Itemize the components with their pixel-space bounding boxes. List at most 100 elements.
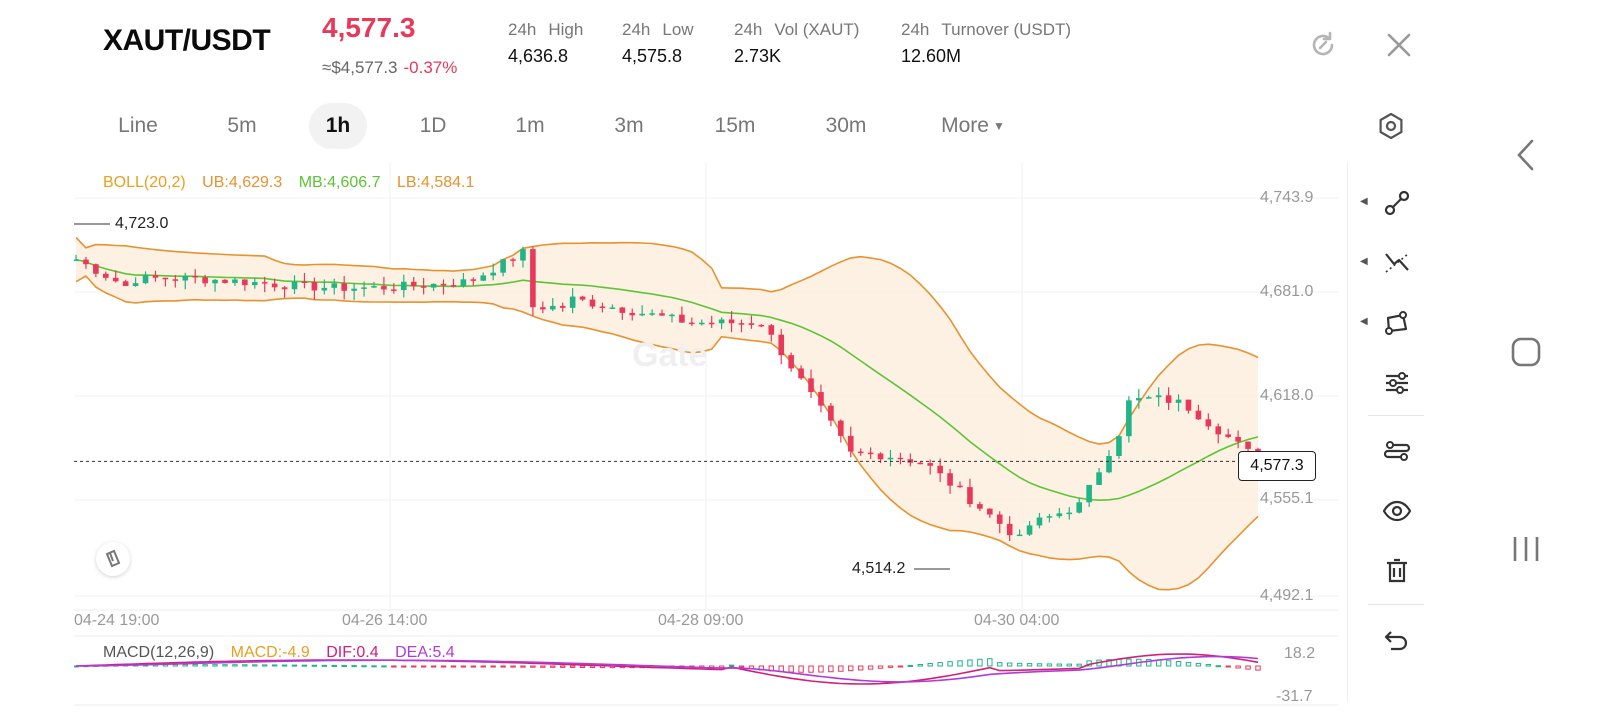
candle-body — [947, 473, 953, 486]
candle-body — [450, 285, 457, 287]
delete-icon[interactable] — [1382, 556, 1412, 586]
macd-histogram-bar — [788, 665, 794, 673]
macd-histogram-bar — [1056, 663, 1063, 667]
settings-sliders-icon[interactable] — [1382, 368, 1412, 398]
candle-body — [311, 281, 318, 291]
macd-histogram-bar — [411, 665, 417, 668]
trend-tool-icon[interactable] — [1382, 248, 1412, 278]
refresh-icon[interactable] — [1306, 28, 1340, 62]
candle-body — [1195, 410, 1202, 420]
line-tool-icon[interactable] — [1382, 188, 1412, 218]
candle-body — [212, 279, 218, 284]
candle-body — [857, 451, 864, 454]
usd-price: ≈$4,577.3 — [322, 58, 398, 77]
home-nav-icon[interactable] — [1510, 336, 1542, 368]
macd-histogram-bar — [192, 664, 198, 667]
macd-histogram-bar — [500, 665, 506, 668]
macd-histogram-bar — [450, 665, 457, 668]
stat-high: 24h High 4,636.8 — [508, 20, 583, 67]
boll-name: BOLL(20,2) — [103, 174, 186, 191]
indicator-icon[interactable] — [1382, 436, 1412, 466]
back-nav-icon[interactable] — [1512, 138, 1540, 172]
candle-body — [599, 306, 606, 308]
macd-histogram-bar — [401, 665, 407, 668]
candle-body — [639, 313, 645, 316]
last-price: 4,577.3 — [322, 12, 416, 43]
macd-value: MACD:-4.9 — [230, 644, 310, 661]
candle-body — [579, 296, 586, 300]
caret-left-icon: ◀ — [1360, 256, 1368, 267]
stat-period: 24h — [508, 20, 537, 39]
tab-15m[interactable]: 15m — [714, 114, 756, 137]
candle-body — [758, 324, 765, 327]
stat-value: 4,636.8 — [508, 46, 569, 66]
candle-body — [470, 279, 477, 281]
shape-tool-icon[interactable] — [1382, 308, 1412, 338]
tab-5m[interactable]: 5m — [227, 114, 257, 137]
candle-body — [897, 457, 904, 460]
macd-histogram-bar — [1255, 665, 1261, 671]
time-tick: 04-28 09:00 — [658, 612, 744, 629]
candle-body — [351, 288, 357, 291]
more-label: More — [941, 114, 989, 137]
chart-settings-icon[interactable] — [1376, 111, 1406, 141]
tab-line[interactable]: Line — [118, 114, 158, 137]
price-tick: 4,743.9 — [1260, 189, 1314, 206]
macd-histogram-bar — [997, 662, 1003, 667]
tab-1d[interactable]: 1D — [419, 114, 447, 137]
macd-histogram-bar — [907, 664, 914, 667]
candlesticks — [74, 246, 1261, 541]
boll-lower-line — [75, 274, 1259, 591]
tab-1h[interactable]: 1h — [309, 103, 367, 149]
macd-histogram-bar — [967, 659, 973, 667]
candle-body — [93, 264, 99, 274]
candle-body — [1056, 513, 1063, 517]
recents-nav-icon[interactable] — [1510, 533, 1542, 565]
candle-body — [192, 275, 198, 278]
macd-histogram-bar — [1026, 663, 1033, 667]
candle-body — [530, 249, 536, 308]
candle-body — [112, 277, 119, 282]
stat-label: High — [548, 20, 584, 39]
candle-body — [867, 452, 874, 455]
macd-histogram-bar — [281, 664, 288, 667]
candle-body — [301, 281, 308, 284]
tab-3m[interactable]: 3m — [614, 114, 644, 137]
candle-body — [182, 275, 189, 281]
macd-histogram-bar — [987, 658, 993, 667]
time-tick: 04-26 14:00 — [342, 612, 428, 629]
eye-icon[interactable] — [1382, 496, 1412, 526]
chart-mode-icon[interactable] — [96, 542, 130, 576]
close-icon[interactable] — [1382, 28, 1416, 62]
macd-histogram-bar — [351, 665, 357, 668]
tab-more[interactable]: More ▼ — [923, 103, 1023, 149]
candle-body — [778, 334, 785, 356]
macd-histogram-bar — [589, 665, 596, 669]
candle-body — [689, 322, 695, 325]
candle-body — [1116, 436, 1122, 456]
candle-body — [698, 322, 705, 325]
current-price-tag: 4,577.3 — [1238, 451, 1316, 481]
candle-body — [1175, 399, 1182, 403]
candle-body — [1076, 502, 1083, 513]
macd-histogram-bar — [1016, 662, 1023, 667]
candle-body — [1215, 426, 1222, 435]
candle-body — [659, 313, 665, 316]
macd-histogram-bar — [848, 665, 854, 672]
macd-histogram-bar — [361, 665, 367, 668]
tab-1m[interactable]: 1m — [515, 114, 545, 137]
candle-body — [1126, 400, 1132, 437]
candle-body — [271, 283, 278, 288]
price-chart[interactable] — [74, 162, 1338, 707]
candle-body — [669, 314, 675, 317]
macd-histogram-bar — [838, 665, 844, 672]
dif-line — [75, 653, 1259, 685]
candle-body — [490, 272, 496, 276]
undo-icon[interactable] — [1382, 626, 1412, 656]
price-change: -0.37% — [403, 58, 458, 77]
tab-30m[interactable]: 30m — [825, 114, 867, 137]
candle-body — [410, 281, 417, 287]
stat-volume: 24h Vol (XAUT) 2.73K — [734, 20, 859, 67]
candle-body — [996, 514, 1003, 524]
candle-body — [172, 279, 179, 281]
